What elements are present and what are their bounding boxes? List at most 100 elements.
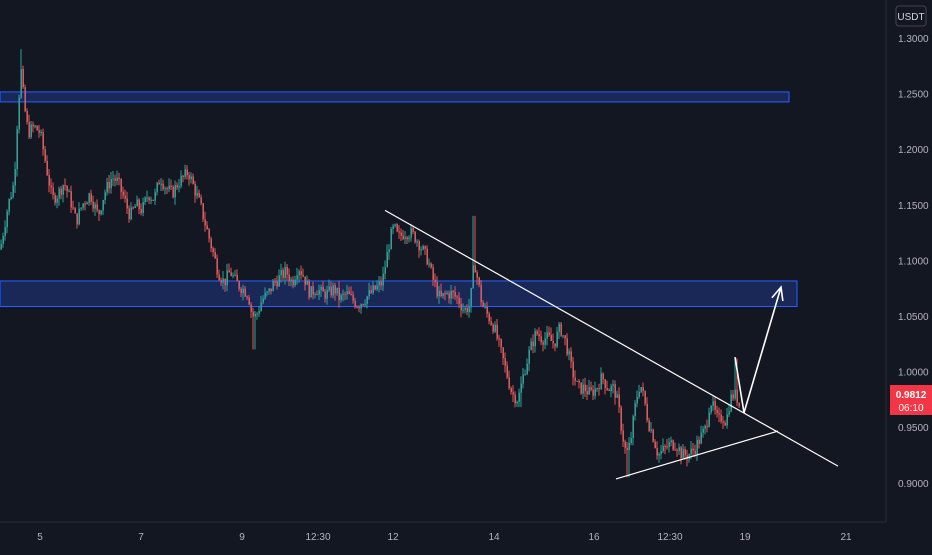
candle <box>574 370 576 386</box>
candle <box>436 276 438 299</box>
candle <box>246 295 248 301</box>
candle <box>312 281 314 300</box>
upper-resistance-zone[interactable] <box>0 91 790 103</box>
candle <box>262 295 264 305</box>
candle <box>340 293 342 303</box>
candle <box>486 301 488 318</box>
candle <box>426 245 428 266</box>
candle <box>236 269 238 282</box>
candle <box>738 402 740 408</box>
candle <box>248 295 250 306</box>
candle <box>116 170 118 186</box>
candle <box>654 439 656 449</box>
candle <box>46 155 48 176</box>
candle <box>602 372 604 385</box>
candle <box>188 171 190 186</box>
candle <box>204 211 206 232</box>
candle <box>562 335 564 339</box>
candle <box>650 422 652 434</box>
candle <box>712 396 714 411</box>
candle <box>542 340 544 352</box>
y-tick-label: 1.0500 <box>898 312 929 323</box>
x-tick-label: 12 <box>387 532 399 543</box>
candle <box>358 305 360 313</box>
candle <box>270 288 272 295</box>
candle <box>238 280 240 292</box>
candle <box>218 269 220 281</box>
candle <box>600 367 602 390</box>
candle <box>316 290 318 296</box>
candle <box>154 188 156 205</box>
candle <box>106 177 108 196</box>
candle <box>448 290 450 304</box>
candle <box>518 388 520 408</box>
candle <box>150 196 152 205</box>
candle <box>102 199 104 216</box>
candle <box>274 278 276 287</box>
candle <box>640 387 642 394</box>
candle <box>112 170 114 186</box>
candle <box>54 192 56 206</box>
ascending-support-line[interactable] <box>615 430 779 480</box>
candle <box>346 284 348 300</box>
candle <box>170 179 172 191</box>
middle-supply-zone[interactable] <box>0 280 798 308</box>
candle <box>302 268 304 278</box>
candle <box>90 189 92 205</box>
candle <box>282 267 284 281</box>
candle <box>186 165 188 180</box>
candle <box>424 245 426 255</box>
candle <box>260 295 262 312</box>
candle <box>30 120 32 140</box>
candle <box>578 378 580 389</box>
candle <box>380 276 382 290</box>
descending-trendline[interactable] <box>384 209 839 467</box>
candle <box>310 286 312 298</box>
candle <box>320 284 322 298</box>
projection-path[interactable] <box>734 286 782 413</box>
candle <box>444 290 446 301</box>
candle <box>466 304 468 316</box>
candle <box>144 196 146 205</box>
currency-button[interactable]: USDT <box>895 5 927 27</box>
candle <box>476 270 478 285</box>
candle <box>508 370 510 390</box>
candle <box>254 310 256 350</box>
candle <box>300 265 302 280</box>
x-tick-label: 14 <box>488 532 500 543</box>
candle <box>546 325 548 346</box>
candle <box>632 414 634 446</box>
candle <box>276 275 278 290</box>
candle <box>418 239 420 258</box>
y-tick-label: 1.2500 <box>898 90 929 101</box>
candle <box>330 281 332 298</box>
candle <box>198 189 200 198</box>
candle <box>496 319 498 341</box>
candle <box>412 225 414 235</box>
candle <box>70 185 72 213</box>
candle <box>410 223 412 242</box>
candle <box>698 436 700 449</box>
y-tick-label: 0.9000 <box>898 479 929 490</box>
candle <box>134 203 136 209</box>
candle <box>26 108 28 125</box>
candle <box>176 182 178 190</box>
candle <box>296 267 298 285</box>
candle <box>216 254 218 279</box>
candle <box>552 333 554 349</box>
candle <box>66 184 68 198</box>
candle <box>702 425 704 438</box>
candle <box>420 246 422 256</box>
candle <box>630 431 632 446</box>
candle <box>470 287 472 313</box>
candle <box>56 195 58 209</box>
candle <box>232 272 234 279</box>
candle <box>84 201 86 211</box>
candle <box>468 298 470 318</box>
candle <box>406 235 408 245</box>
candle <box>480 279 482 307</box>
candle <box>278 269 280 287</box>
